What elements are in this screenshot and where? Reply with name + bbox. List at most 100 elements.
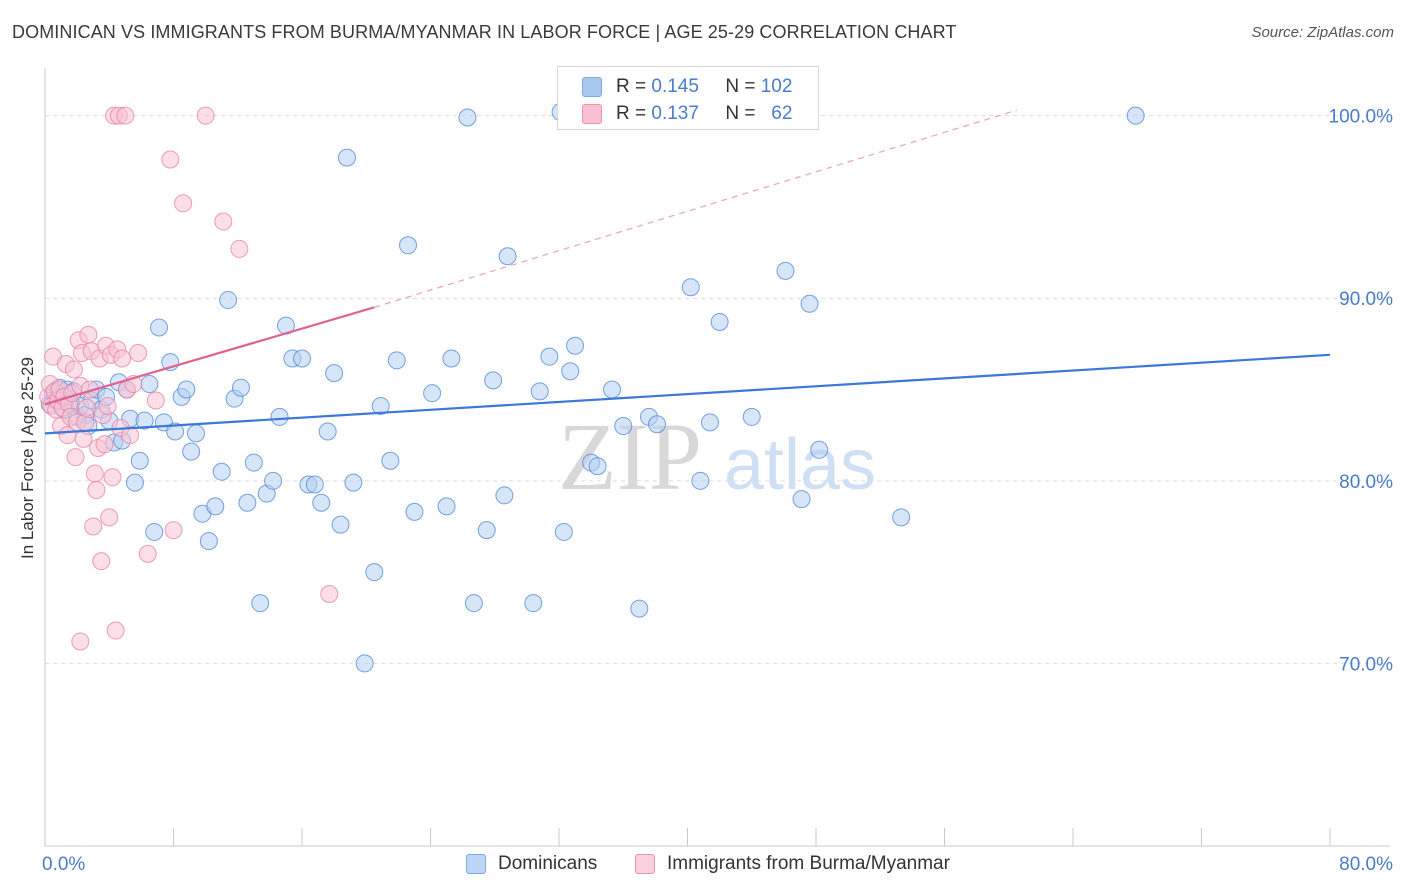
dominican-point [554,522,573,541]
legend-swatch-dominicans [466,854,486,874]
dominican-point [892,508,911,527]
burma-point [138,544,157,563]
x-tick-label: 80.0% [1339,854,1393,875]
burma-point [87,480,106,499]
dominican-point [776,261,795,280]
n-label: N = [725,76,756,97]
dominican-point [458,108,477,127]
burma-point [174,194,193,213]
burma-point [71,632,90,651]
dominican-point [442,349,461,368]
dominican-point [186,424,205,443]
dominican-point [206,497,225,516]
legend-label-dominicans: Dominicans [498,853,598,874]
dominican-point [344,473,363,492]
tick-labels: 70.0% 80.0% 90.0% 100.0% 0.0% 80.0% [42,107,1393,875]
source-label: Source: ZipAtlas.com [1251,24,1394,41]
dominican-point [231,378,250,397]
dominican-point [331,515,350,534]
burma-point [164,521,183,540]
dominican-point [810,440,829,459]
dominican-point [270,407,289,426]
dominican-point [166,422,185,441]
burma-point [116,106,135,125]
burma-point [106,621,125,640]
y-tick-label: 80.0% [1339,472,1393,493]
burma-point [146,391,165,410]
dominican-point [325,364,344,383]
r-label: R = [616,76,647,97]
data-points [39,102,1145,673]
dominican-point [140,375,159,394]
dominican-point [484,371,503,390]
burma-point [100,508,119,527]
dominican-point [145,522,164,541]
dominican-point [681,278,700,297]
burma-point [98,396,117,415]
axes [44,68,1390,847]
dominican-point [437,497,456,516]
dominican-point [477,521,496,540]
burma-point [161,150,180,169]
dominican-point [1126,106,1145,125]
burma-point [113,349,132,368]
legend-label-burma: Immigrants from Burma/Myanmar [667,853,950,874]
y-tick-label: 100.0% [1329,107,1394,128]
dominican-point [647,415,666,434]
dominican-point [251,594,270,613]
burma-point [103,468,122,487]
burma-point [79,325,98,344]
dominican-point [182,442,201,461]
y-tick-label: 90.0% [1339,289,1393,310]
legend-item-dominicans: Dominicans [466,850,597,878]
dominican-point [238,493,257,512]
watermark-zip: ZIP [558,403,702,510]
dominican-point [614,417,633,436]
dominican-point [700,413,719,432]
stats-legend: R = 0.145 N = 102 R = 0.137 N = 62 [557,66,819,130]
burma-point [66,448,85,467]
n-value-dominicans: 102 [760,76,793,97]
burma-trend-extension [374,109,1017,308]
dominican-point [387,351,406,370]
dominican-point [130,451,149,470]
n-label: N = [725,103,756,124]
dominican-point [423,384,442,403]
dominican-point [135,411,154,430]
r-value-burma: 0.137 [651,103,699,124]
dominican-point [495,486,514,505]
x-tick-label: 0.0% [42,854,85,875]
dominican-point [800,294,819,313]
dominican-point [630,599,649,618]
dominican-point [691,471,710,490]
trend-lines [44,109,1331,435]
burma-point [64,360,83,379]
dominican-point [365,563,384,582]
dominican-point [464,594,483,613]
dominicans-swatch [582,77,602,97]
dominican-point [305,475,324,494]
burma-point [320,585,339,604]
n-value-burma: 62 [771,103,793,124]
dominican-point [318,422,337,441]
y-tick-label: 70.0% [1339,654,1393,675]
dominican-point [264,471,283,490]
dominican-point [244,453,263,472]
dominican-point [405,502,424,521]
burma-point [230,239,249,258]
chart-title: DOMINICAN VS IMMIGRANTS FROM BURMA/MYANM… [12,22,957,42]
dominican-point [540,347,559,366]
dominican-point [212,462,231,481]
burma-point [214,212,233,231]
burma-point [85,464,104,483]
dominican-point [588,457,607,476]
dominican-point [337,148,356,167]
burma-point [95,435,114,454]
dominican-point [381,451,400,470]
dominican-point [710,312,729,331]
dominican-point [199,532,218,551]
dominican-point [792,490,811,509]
dominican-point [177,380,196,399]
dominicans-trend-line [44,353,1331,435]
